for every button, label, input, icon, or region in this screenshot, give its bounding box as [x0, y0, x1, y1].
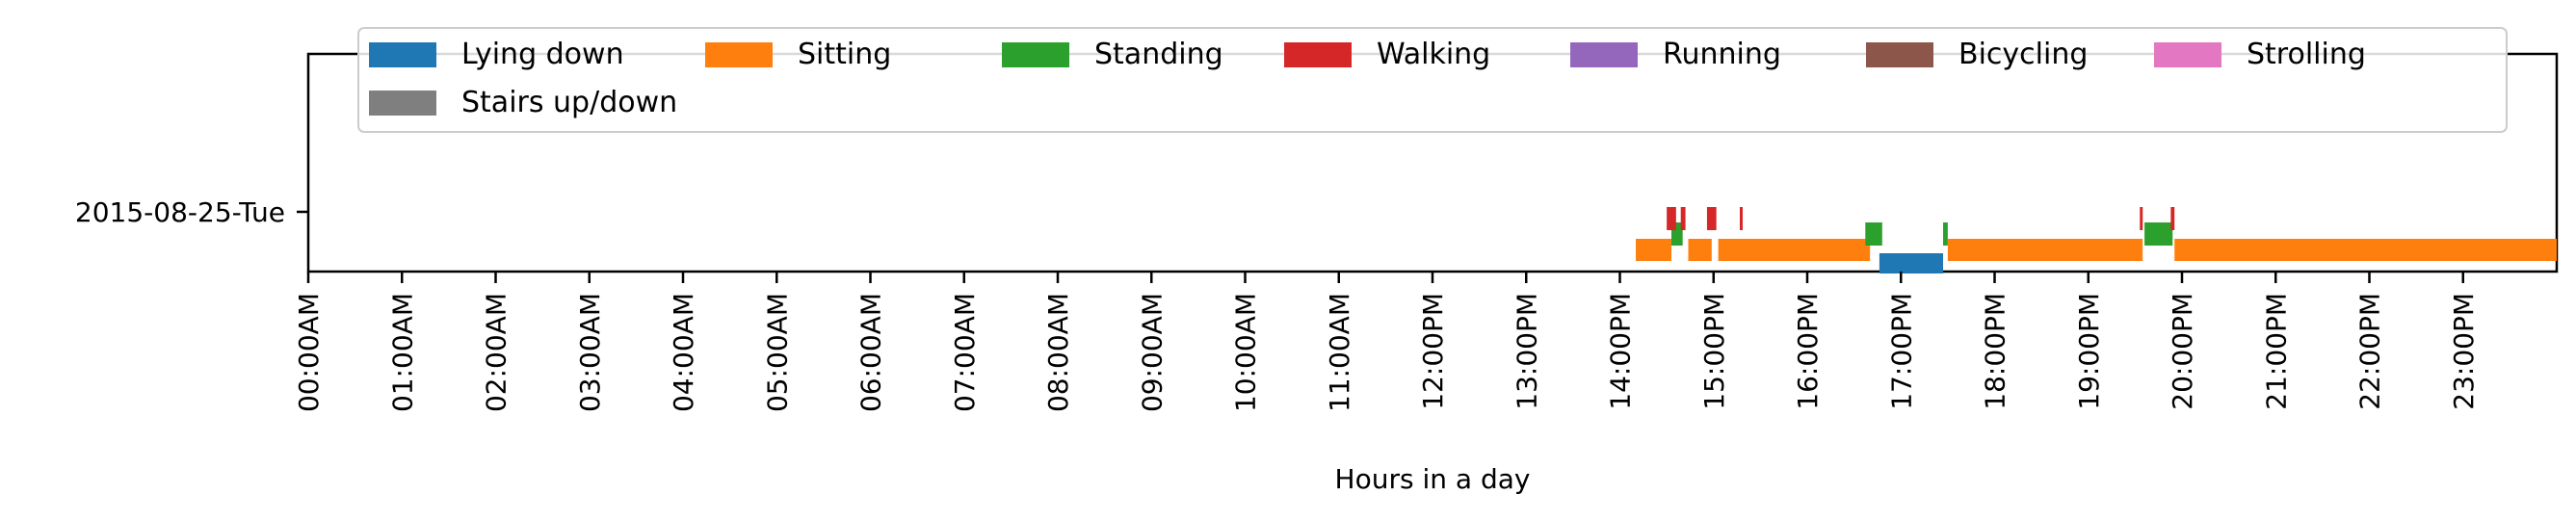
x-tick-label: 22:00PM: [2354, 293, 2386, 410]
x-tick-label: 01:00AM: [386, 293, 418, 412]
legend-label: Strolling: [2247, 38, 2366, 71]
x-tick-label: 13:00PM: [1511, 293, 1542, 410]
legend-swatch: [1284, 42, 1352, 67]
x-axis-label: Hours in a day: [1335, 463, 1531, 495]
x-tick-label: 00:00AM: [293, 293, 325, 412]
legend-label: Running: [1663, 38, 1781, 71]
bar-standing-0: [1670, 222, 1683, 246]
x-tick-label: 08:00AM: [1042, 293, 1074, 412]
activity-bars: [1636, 207, 2557, 273]
legend-swatch: [1866, 42, 1933, 67]
x-tick-label: 17:00PM: [1885, 293, 1917, 410]
x-tick-label: 20:00PM: [2167, 293, 2198, 410]
legend-label: Stairs up/down: [461, 86, 677, 119]
y-axis: 2015-08-25-Tue: [75, 196, 308, 228]
bar-walking-3: [1739, 207, 1743, 230]
legend-swatch: [2154, 42, 2221, 67]
x-tick-label: 12:00PM: [1417, 293, 1449, 410]
legend-label: Bicycling: [1958, 38, 2088, 71]
legend-swatch: [1570, 42, 1638, 67]
x-tick-label: 04:00AM: [668, 293, 699, 412]
legend: Lying down Sitting Standing Walking Running B…: [357, 27, 2508, 133]
x-tick-label: 19:00PM: [2073, 293, 2105, 410]
x-tick-label: 09:00AM: [1136, 293, 1168, 412]
bar-walking-0: [1667, 207, 1676, 230]
legend-swatch: [369, 91, 436, 116]
bar-walking-2: [1706, 207, 1717, 230]
bar-standing-3: [2144, 222, 2173, 246]
legend-label: Walking: [1377, 38, 1490, 71]
bar-walking-1: [1680, 207, 1686, 230]
bar-sitting-1: [1688, 239, 1712, 261]
bar-standing-2: [1943, 222, 1948, 246]
bar-sitting-0: [1636, 239, 1671, 261]
legend-box: [357, 27, 2508, 133]
x-tick-label: 07:00AM: [949, 293, 981, 412]
bar-standing-1: [1865, 222, 1882, 246]
bar-walking-5: [2170, 207, 2175, 230]
x-tick-label: 21:00PM: [2260, 293, 2292, 410]
x-tick-label: 10:00AM: [1230, 293, 1262, 412]
bar-sitting-3: [1947, 239, 2143, 261]
x-tick-label: 03:00AM: [574, 293, 606, 412]
x-tick-label: 05:00AM: [761, 293, 793, 412]
x-tick-label: 02:00AM: [481, 293, 513, 412]
x-tick-label: 11:00AM: [1324, 293, 1355, 412]
legend-label: Sitting: [798, 38, 891, 71]
x-axis: 00:00AM 01:00AM 02:00AM 03:00AM 04:00AM 05:00…: [293, 272, 2480, 412]
x-tick-label: 23:00PM: [2448, 293, 2480, 410]
legend-swatch: [1002, 42, 1069, 67]
x-tick-label: 16:00PM: [1792, 293, 1824, 410]
bar-walking-4: [2140, 207, 2143, 230]
legend-label: Lying down: [461, 38, 624, 71]
x-tick-label: 18:00PM: [1980, 293, 2011, 410]
legend-label: Standing: [1094, 38, 1223, 71]
bar-sitting-4: [2174, 239, 2557, 261]
legend-swatch: [369, 42, 436, 67]
bar-lying-down-0: [1879, 253, 1944, 273]
bar-sitting-2: [1718, 239, 1871, 261]
x-tick-label: 06:00AM: [855, 293, 887, 412]
x-tick-label: 14:00PM: [1605, 293, 1637, 410]
legend-swatch: [705, 42, 773, 67]
y-tick-label: 2015-08-25-Tue: [75, 196, 285, 228]
x-tick-label: 15:00PM: [1698, 293, 1730, 410]
